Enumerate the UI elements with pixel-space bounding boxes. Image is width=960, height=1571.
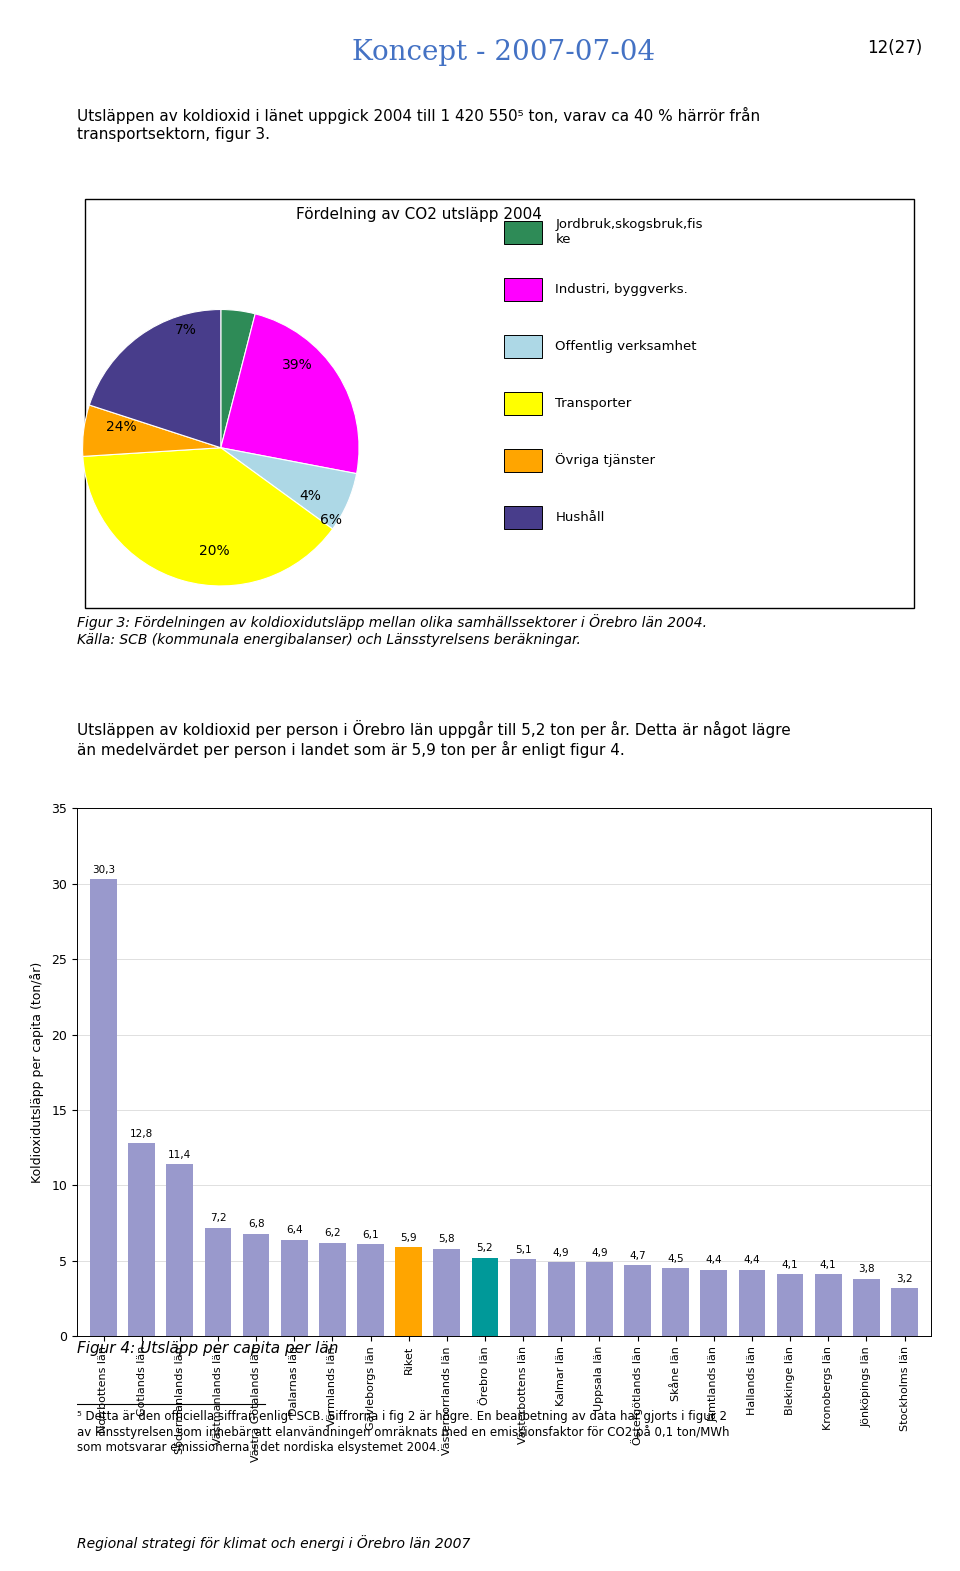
Text: Fördelning av CO2 utsläpp 2004: Fördelning av CO2 utsläpp 2004: [296, 207, 541, 222]
FancyBboxPatch shape: [504, 222, 542, 244]
Y-axis label: Koldioxidutsläpp per capita (ton/år): Koldioxidutsläpp per capita (ton/år): [31, 961, 44, 1183]
Bar: [166, 1164, 193, 1337]
FancyBboxPatch shape: [85, 198, 914, 608]
Text: Övriga tjänster: Övriga tjänster: [555, 454, 656, 467]
Bar: [853, 1279, 879, 1337]
Text: 6,4: 6,4: [286, 1225, 302, 1235]
Bar: [90, 880, 117, 1337]
Wedge shape: [221, 448, 356, 529]
Bar: [738, 1269, 765, 1337]
Text: 4,1: 4,1: [820, 1260, 836, 1269]
Text: 5,8: 5,8: [439, 1235, 455, 1244]
FancyBboxPatch shape: [504, 506, 542, 529]
Text: 7,2: 7,2: [209, 1213, 227, 1224]
Text: 4,1: 4,1: [781, 1260, 799, 1269]
Text: 5,2: 5,2: [476, 1243, 493, 1254]
Text: ⁵ Detta är den officiella siffran enligt SCB. Siffrorna i fig 2 är högre. En bea: ⁵ Detta är den officiella siffran enligt…: [77, 1411, 730, 1455]
Text: Koncept - 2007-07-04: Koncept - 2007-07-04: [352, 39, 656, 66]
Text: 30,3: 30,3: [92, 864, 115, 875]
FancyBboxPatch shape: [504, 449, 542, 473]
Wedge shape: [221, 309, 255, 448]
Text: 11,4: 11,4: [168, 1150, 191, 1159]
Text: 4%: 4%: [300, 489, 322, 503]
Text: 20%: 20%: [199, 545, 229, 558]
Text: Jordbruk,skogsbruk,fis
ke: Jordbruk,skogsbruk,fis ke: [555, 218, 703, 247]
Text: Utsläppen av koldioxid per person i Örebro län uppgår till 5,2 ton per år. Detta: Utsläppen av koldioxid per person i Öreb…: [77, 720, 790, 757]
Text: 6,2: 6,2: [324, 1229, 341, 1238]
Bar: [319, 1243, 346, 1337]
Text: 6,8: 6,8: [248, 1219, 264, 1229]
Bar: [396, 1247, 422, 1337]
Wedge shape: [89, 309, 221, 448]
Text: 39%: 39%: [281, 358, 312, 372]
Bar: [243, 1233, 270, 1337]
Text: Figur 3: Fördelningen av koldioxidutsläpp mellan olika samhällssektorer i Örebro: Figur 3: Fördelningen av koldioxidutsläp…: [77, 614, 707, 647]
Text: 3,2: 3,2: [897, 1274, 913, 1284]
FancyBboxPatch shape: [504, 335, 542, 358]
Bar: [548, 1263, 575, 1337]
Bar: [471, 1258, 498, 1337]
Wedge shape: [221, 314, 359, 473]
Text: 4,4: 4,4: [706, 1255, 722, 1265]
FancyBboxPatch shape: [504, 278, 542, 302]
Wedge shape: [83, 405, 221, 457]
Text: 4,7: 4,7: [629, 1251, 646, 1262]
Text: Hushåll: Hushåll: [555, 511, 605, 523]
Bar: [701, 1269, 727, 1337]
Bar: [662, 1268, 689, 1337]
Text: 5,1: 5,1: [515, 1244, 532, 1255]
Text: 6,1: 6,1: [362, 1230, 379, 1240]
Bar: [815, 1274, 842, 1337]
Text: Industri, byggverks.: Industri, byggverks.: [555, 283, 688, 295]
Text: Regional strategi för klimat och energi i Örebro län 2007: Regional strategi för klimat och energi …: [77, 1535, 470, 1551]
Bar: [129, 1144, 155, 1337]
Text: Figur 4: Utsläpp per capita per län: Figur 4: Utsläpp per capita per län: [77, 1340, 338, 1356]
Bar: [357, 1244, 384, 1337]
Text: 3,8: 3,8: [858, 1265, 875, 1274]
Text: Utsläppen av koldioxid i länet uppgick 2004 till 1 420 550⁵ ton, varav ca 40 % h: Utsläppen av koldioxid i länet uppgick 2…: [77, 107, 760, 141]
Text: 7%: 7%: [176, 324, 197, 338]
Text: 4,4: 4,4: [744, 1255, 760, 1265]
Text: 4,9: 4,9: [553, 1247, 569, 1258]
Text: 4,9: 4,9: [591, 1247, 608, 1258]
Text: 24%: 24%: [106, 419, 136, 434]
Bar: [510, 1260, 537, 1337]
Wedge shape: [83, 448, 332, 586]
Text: 12(27): 12(27): [868, 39, 923, 57]
Bar: [586, 1263, 612, 1337]
Text: 12,8: 12,8: [130, 1128, 154, 1139]
Bar: [777, 1274, 804, 1337]
FancyBboxPatch shape: [504, 391, 542, 415]
Bar: [204, 1227, 231, 1337]
Text: 5,9: 5,9: [400, 1233, 417, 1243]
Bar: [281, 1240, 307, 1337]
Text: Offentlig verksamhet: Offentlig verksamhet: [555, 339, 697, 353]
Bar: [433, 1249, 460, 1337]
Bar: [624, 1265, 651, 1337]
Bar: [891, 1288, 918, 1337]
Text: Transporter: Transporter: [555, 397, 632, 410]
Text: 6%: 6%: [321, 512, 343, 526]
Text: 4,5: 4,5: [667, 1254, 684, 1265]
